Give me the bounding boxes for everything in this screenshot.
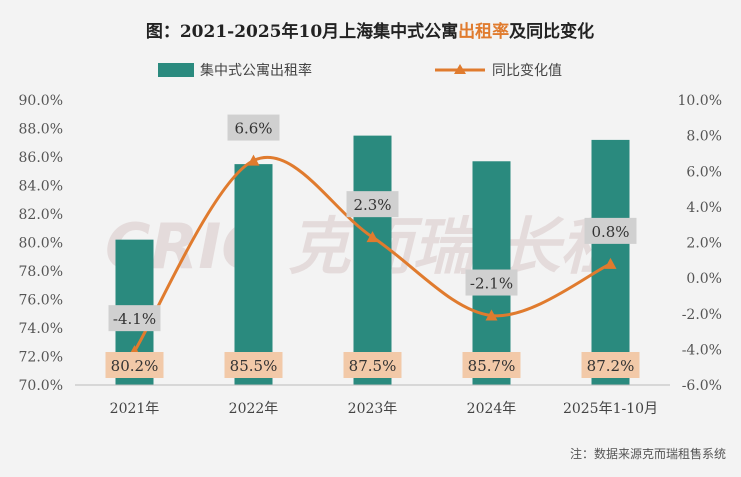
line-point bbox=[247, 154, 260, 166]
line-value-label-text: 0.8% bbox=[591, 223, 629, 241]
bar-value-label-text: 85.5% bbox=[230, 357, 278, 375]
bar-value-label: 87.5% bbox=[343, 352, 402, 378]
legend: 集中式公寓出租率 同比变化值 bbox=[158, 62, 562, 79]
y-left-tick-label: 76.0% bbox=[19, 293, 63, 309]
x-axis-categories: 2021年 2022年 2023年 2024年 2025年1-10月 bbox=[110, 401, 658, 417]
chart-title: 图：2021-2025年10月上海集中式公寓出租率及同比变化 bbox=[146, 21, 594, 42]
line-point bbox=[485, 309, 498, 321]
y-right-tick-label: 2.0% bbox=[686, 236, 722, 252]
chart-title-highlight: 出租率 bbox=[458, 21, 509, 42]
line-value-label: 6.6% bbox=[227, 114, 280, 141]
bar-value-label: 85.7% bbox=[462, 352, 521, 378]
y-right-tick-label: 4.0% bbox=[686, 200, 722, 216]
y-left-tick-label: 86.0% bbox=[19, 150, 63, 166]
line-value-label: 2.3% bbox=[346, 191, 399, 218]
bar bbox=[353, 135, 392, 385]
y-left-tick-label: 78.0% bbox=[19, 264, 63, 280]
x-tick-label: 2022年 bbox=[229, 401, 279, 417]
line-value-label-bg bbox=[108, 305, 161, 332]
y-right-tick-label: 8.0% bbox=[686, 129, 722, 145]
bar-value-label-text: 80.2% bbox=[111, 357, 159, 375]
line-value-label-text: 2.3% bbox=[353, 196, 391, 214]
legend-line-label: 同比变化值 bbox=[492, 63, 562, 79]
bar-value-label: 87.2% bbox=[581, 352, 640, 378]
y-axis-right: -6.0% -4.0% -2.0% 0.0% 2.0% 4.0% 6.0% 8.0% 10.0% bbox=[678, 93, 722, 394]
bar-labels: 80.2% 85.5% 87.5% 85.7% 87.2% bbox=[105, 352, 640, 378]
legend-line-marker bbox=[454, 64, 466, 74]
y-right-tick-label: -2.0% bbox=[682, 307, 722, 323]
line-point bbox=[366, 231, 379, 243]
line-value-label-bg bbox=[346, 191, 399, 218]
line-labels: -4.1% 6.6% 2.3% -2.1% 0.8% bbox=[108, 114, 637, 332]
legend-bar-swatch bbox=[158, 63, 194, 77]
y-right-tick-label: -6.0% bbox=[682, 378, 722, 394]
x-tick-label: 2025年1-10月 bbox=[563, 401, 658, 417]
line-value-label-bg bbox=[227, 114, 280, 141]
y-left-tick-label: 74.0% bbox=[19, 321, 63, 337]
line-series-path bbox=[133, 155, 612, 352]
y-right-tick-label: 6.0% bbox=[686, 164, 722, 180]
line-value-label-text: -2.1% bbox=[470, 275, 513, 293]
line-value-label-text: 6.6% bbox=[234, 120, 272, 138]
bar-value-label: 80.2% bbox=[105, 352, 164, 378]
y-left-tick-label: 90.0% bbox=[19, 93, 63, 109]
y-left-tick-label: 72.0% bbox=[19, 350, 63, 366]
line-value-label: -4.1% bbox=[108, 305, 161, 332]
bar-value-label-bg bbox=[224, 352, 283, 378]
line-value-label-bg bbox=[584, 217, 637, 244]
y-left-tick-label: 82.0% bbox=[19, 207, 63, 223]
bar-value-label-bg bbox=[105, 352, 164, 378]
bar-value-label: 85.5% bbox=[224, 352, 283, 378]
bar-value-label-bg bbox=[343, 352, 402, 378]
bar-value-label-text: 87.2% bbox=[587, 357, 635, 375]
x-tick-label: 2023年 bbox=[348, 401, 398, 417]
y-left-tick-label: 84.0% bbox=[19, 179, 63, 195]
y-left-tick-label: 70.0% bbox=[19, 378, 63, 394]
line-point bbox=[604, 257, 617, 269]
line-value-label: 0.8% bbox=[584, 217, 637, 244]
bar-value-label-text: 87.5% bbox=[349, 357, 397, 375]
y-left-tick-label: 88.0% bbox=[19, 122, 63, 138]
bar-value-label-text: 85.7% bbox=[468, 357, 516, 375]
x-tick-label: 2024年 bbox=[467, 401, 517, 417]
line-value-label-text: -4.1% bbox=[113, 310, 156, 328]
y-axis-left: 70.0% 72.0% 74.0% 76.0% 78.0% 80.0% 82.0% 84.0%… bbox=[19, 93, 63, 394]
x-tick-label: 2021年 bbox=[110, 401, 160, 417]
y-right-tick-label: 10.0% bbox=[678, 93, 722, 109]
legend-bar-label: 集中式公寓出租率 bbox=[200, 62, 312, 79]
line-value-label: -2.1% bbox=[465, 269, 518, 296]
bar-value-label-bg bbox=[581, 352, 640, 378]
line-value-label-bg bbox=[465, 269, 518, 296]
bar-value-label-bg bbox=[462, 352, 521, 378]
bar bbox=[234, 164, 273, 385]
y-left-tick-label: 80.0% bbox=[19, 236, 63, 252]
source-note: 注：数据来源克而瑞租售系统 bbox=[570, 446, 726, 461]
y-right-tick-label: -4.0% bbox=[682, 342, 722, 358]
y-right-tick-label: 0.0% bbox=[686, 271, 722, 287]
